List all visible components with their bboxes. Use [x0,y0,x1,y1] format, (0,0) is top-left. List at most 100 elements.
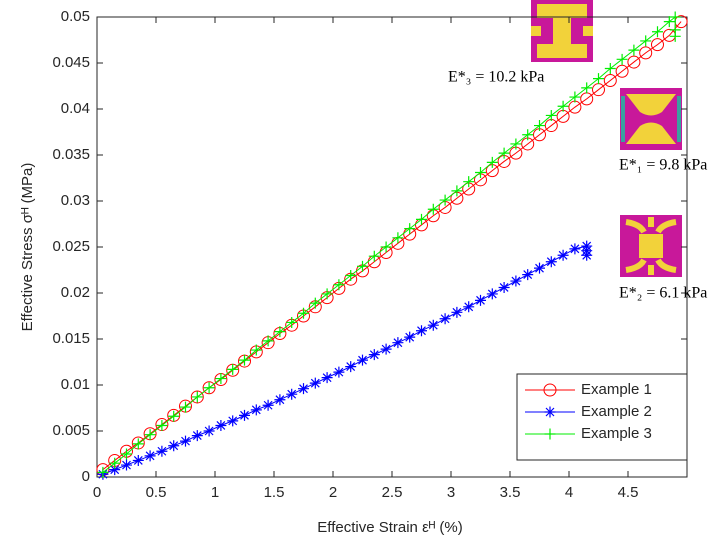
marker [227,363,239,375]
marker [486,288,498,300]
inset-3 [531,0,593,62]
marker [191,391,203,403]
marker [132,438,144,450]
marker [463,176,475,188]
inset-2 [620,215,682,277]
marker [451,185,463,197]
marker [392,232,404,244]
series-line [102,245,588,475]
marker [190,390,204,404]
marker [522,269,534,281]
marker [639,46,653,60]
marker [215,419,227,431]
x-tick-label: 0 [93,484,101,501]
marker [569,243,581,255]
legend-marker [544,428,556,440]
marker [651,38,664,52]
marker [557,100,569,112]
marker [298,383,309,395]
marker [498,147,510,159]
marker [321,288,333,300]
marker [97,466,109,478]
marker [569,91,581,103]
marker [616,53,628,65]
marker [180,435,191,447]
x-tick-label: 3.5 [500,484,521,501]
marker [262,335,274,347]
y-axis-label: Effective Stress σᴴ (MPa) [19,163,36,332]
marker [321,372,333,384]
y-tick-label: 0.015 [52,330,90,347]
y-tick-label: 0.045 [52,54,90,71]
marker [427,203,439,215]
marker [121,459,132,471]
legend-marker [544,406,556,418]
marker [239,354,250,366]
marker [615,64,629,78]
legend-box [516,373,688,461]
legend: Example 1 Example 2 Example 3 [516,373,688,461]
marker [404,331,416,343]
x-tick-label: 2.5 [382,484,403,501]
y-tick-label: 0.025 [52,238,90,255]
marker [309,377,321,389]
y-tick-label: 0.03 [61,192,90,209]
series [97,240,593,480]
marker [392,337,404,349]
marker [333,366,345,378]
marker [144,450,156,462]
marker [357,354,368,366]
marker [368,349,380,361]
x-tick-label: 4 [565,484,573,501]
marker [593,73,604,85]
marker [180,401,191,413]
x-tick-label: 1.5 [264,484,285,501]
marker [250,404,262,416]
marker [203,382,215,394]
marker [109,457,121,469]
marker [669,11,681,23]
x-tick-label: 1 [211,484,219,501]
marker [380,343,392,355]
marker [168,410,180,422]
legend-label: Example 1 [581,381,652,398]
x-tick-label: 0.5 [146,484,167,501]
marker [309,297,321,309]
marker [534,120,545,132]
marker [439,194,451,206]
marker [191,430,203,442]
marker [557,249,569,261]
annotation: E*₂ = 6.1 kPa [619,285,707,302]
marker [202,381,216,395]
marker [239,409,250,421]
marker [298,307,309,319]
series-line [102,15,676,473]
marker [463,301,475,313]
y-tick-label: 0.05 [61,8,90,25]
marker [581,249,593,261]
marker [475,294,486,306]
x-tick-label: 3 [447,484,455,501]
legend-label: Example 2 [581,403,652,420]
marker [427,319,439,331]
marker [168,440,180,452]
marker [627,55,641,69]
marker [404,223,416,235]
marker [669,30,681,42]
marker [368,250,380,262]
marker [416,213,427,225]
marker [522,129,534,141]
marker [215,373,227,385]
marker [510,275,522,287]
marker [475,166,486,178]
marker [227,415,239,427]
y-tick-label: 0.01 [61,376,90,393]
marker [416,325,427,337]
marker [486,156,498,168]
marker [333,279,345,291]
marker [345,361,357,373]
inset-1 [620,88,682,150]
marker [156,445,168,457]
marker [439,313,451,325]
